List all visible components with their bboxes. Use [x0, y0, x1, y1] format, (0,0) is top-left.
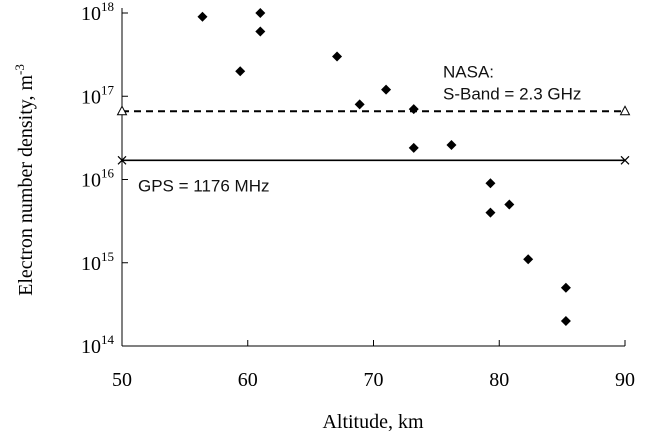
- data-point: [504, 199, 515, 210]
- data-points: [197, 8, 571, 326]
- data-point: [408, 104, 419, 115]
- data-point: [381, 84, 392, 95]
- reference-end-marker: [620, 155, 630, 165]
- y-tick-exponent: 18: [101, 0, 114, 14]
- x-tick-label: 80: [489, 369, 509, 391]
- data-point: [255, 26, 266, 37]
- data-point: [523, 254, 534, 265]
- data-point: [485, 207, 496, 218]
- data-point: [354, 99, 365, 110]
- data-point: [332, 51, 343, 62]
- x-tick-label: 50: [112, 369, 132, 391]
- data-point: [485, 178, 496, 189]
- y-tick-base: 10: [81, 86, 101, 108]
- y-tick-exponent: 17: [101, 82, 115, 97]
- y-tick-exponent: 15: [101, 249, 114, 264]
- x-tick-label: 90: [615, 369, 635, 391]
- x-ticks: 50 60 70 80 90: [112, 340, 635, 391]
- data-point: [408, 142, 419, 153]
- y-axis-title-exponent: -3: [12, 64, 27, 75]
- data-point: [560, 282, 571, 293]
- y-tick-label: 1018: [81, 0, 114, 25]
- data-point: [446, 139, 457, 150]
- x-tick-label: 70: [364, 369, 384, 391]
- data-point: [255, 8, 266, 18]
- y-tick-exponent: 14: [101, 332, 115, 347]
- y-tick-label: 1016: [81, 166, 115, 192]
- x-tick-label: 60: [238, 369, 258, 391]
- y-tick-base: 10: [81, 3, 101, 25]
- reference-line-label: S-Band = 2.3 GHz: [443, 84, 581, 103]
- reference-end-marker: [619, 105, 631, 116]
- y-tick-base: 10: [81, 170, 101, 192]
- reference-line-label: GPS = 1176 MHz: [138, 176, 270, 195]
- y-tick-label: 1017: [81, 82, 115, 108]
- y-tick-label: 1015: [81, 249, 114, 275]
- y-tick-base: 10: [81, 336, 101, 358]
- reference-end-marker: [116, 105, 128, 116]
- data-point: [560, 315, 571, 326]
- data-point: [197, 11, 208, 22]
- reference-lines: NASA: S-Band = 2.3 GHz GPS = 1176 MHz: [116, 62, 631, 195]
- x-axis-title: Altitude, km: [322, 411, 424, 433]
- y-axis-title: Electron number density, m-3: [12, 64, 37, 296]
- data-point: [235, 66, 246, 77]
- reference-line-label: NASA:: [443, 62, 494, 81]
- reference-end-marker: [117, 155, 127, 165]
- y-tick-exponent: 16: [101, 166, 115, 181]
- y-axis-title-base: Electron number density, m: [15, 75, 37, 296]
- y-tick-base: 10: [81, 253, 101, 275]
- y-tick-label: 1014: [81, 332, 115, 358]
